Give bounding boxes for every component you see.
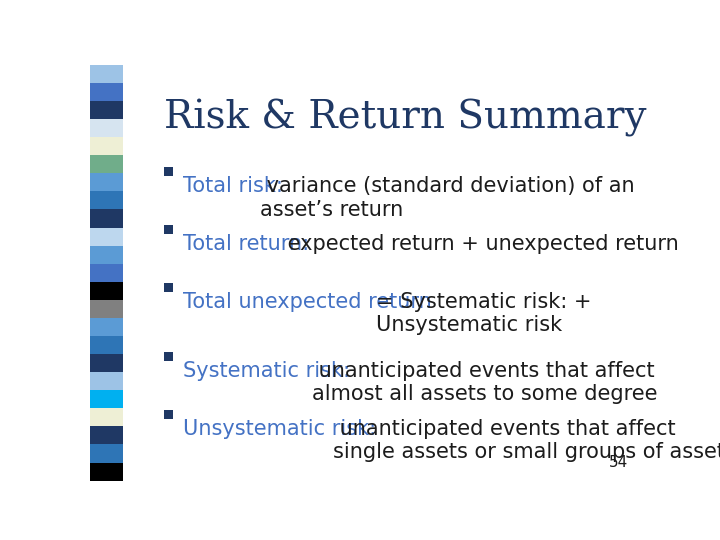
Bar	[163, 167, 173, 177]
Bar	[90, 318, 122, 336]
Bar	[90, 300, 122, 318]
Bar	[163, 225, 173, 234]
Text: Total return:: Total return:	[183, 234, 309, 254]
Bar	[90, 83, 122, 101]
Bar	[90, 191, 122, 210]
Bar	[90, 137, 122, 155]
Bar	[90, 227, 122, 246]
Text: variance (standard deviation) of an
asset’s return: variance (standard deviation) of an asse…	[261, 177, 635, 220]
Bar	[90, 264, 122, 282]
Text: Risk & Return Summary: Risk & Return Summary	[163, 99, 646, 138]
Bar	[90, 246, 122, 264]
Text: 54: 54	[609, 455, 629, 470]
Text: Total unexpected return: Total unexpected return	[183, 292, 432, 312]
Bar	[90, 155, 122, 173]
Bar	[163, 283, 173, 292]
Text: Unsystematic risk:: Unsystematic risk:	[183, 419, 376, 439]
Bar	[163, 410, 173, 419]
Bar	[163, 352, 173, 361]
Bar	[90, 463, 122, 481]
Text: = Systematic risk: +
Unsystematic risk: = Systematic risk: + Unsystematic risk	[376, 292, 591, 335]
Text: Systematic risk:: Systematic risk:	[183, 361, 350, 381]
Bar	[90, 173, 122, 191]
Text: Total risk:: Total risk:	[183, 177, 283, 197]
Text: expected return + unexpected return: expected return + unexpected return	[281, 234, 678, 254]
Bar	[90, 336, 122, 354]
Bar	[90, 65, 122, 83]
Bar	[90, 427, 122, 444]
Text: unanticipated events that affect
single assets or small groups of assets: unanticipated events that affect single …	[333, 419, 720, 462]
Bar	[90, 390, 122, 408]
Bar	[90, 119, 122, 137]
Bar	[90, 101, 122, 119]
Bar	[90, 444, 122, 463]
Bar	[90, 372, 122, 390]
Bar	[90, 408, 122, 427]
Bar	[90, 210, 122, 227]
Bar	[90, 282, 122, 300]
Bar	[90, 354, 122, 372]
Text: unanticipated events that affect
almost all assets to some degree: unanticipated events that affect almost …	[312, 361, 658, 404]
